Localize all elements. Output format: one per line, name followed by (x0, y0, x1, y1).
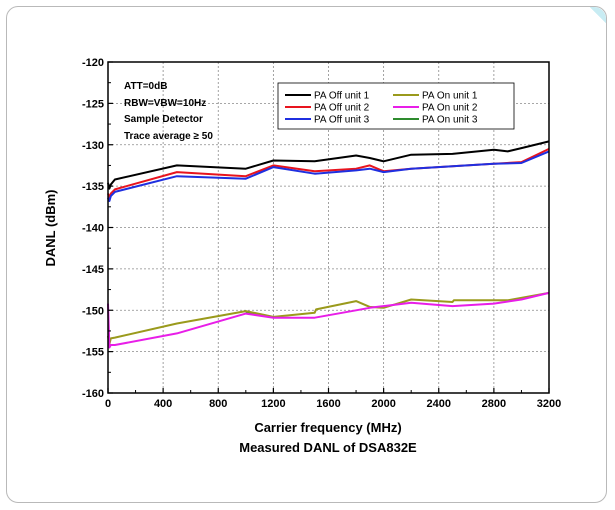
legend-label: PA Off unit 3 (314, 115, 370, 126)
legend-label: PA Off unit 1 (314, 91, 370, 102)
x-tick-label: 3200 (537, 398, 561, 410)
annotation-box: ATT=0dB RBW=VBW=10Hz Sample Detector Tra… (124, 81, 213, 142)
x-tick-label: 1200 (261, 398, 285, 410)
x-tick-label: 2400 (427, 398, 451, 410)
x-tick-label: 1600 (316, 398, 340, 410)
y-tick-label: -150 (82, 305, 104, 317)
x-tick-label: 800 (209, 398, 227, 410)
legend-label: PA Off unit 2 (314, 103, 370, 114)
x-tick-label: 400 (154, 398, 172, 410)
y-tick-label: -160 (82, 388, 104, 400)
x-tick-label: 0 (105, 398, 111, 410)
legend-label: PA On unit 1 (422, 91, 478, 102)
y-axis-label: DANL (dBm) (43, 189, 58, 266)
y-tick-label: -135 (82, 181, 104, 193)
x-tick-label: 2800 (482, 398, 506, 410)
y-tick-label: -145 (82, 264, 104, 276)
corner-decoration (590, 7, 606, 23)
chart-title: Measured DANL of DSA832E (239, 440, 417, 455)
series-line-pa-on-unit-2 (107, 291, 550, 349)
legend-label: PA On unit 2 (422, 103, 478, 114)
y-tick-label: -140 (82, 223, 104, 235)
axis-ticks: 0 400 800 1200 1600 2000 2400 2800 3200 -160 -155 -… (82, 57, 561, 410)
series-line-pa-off-unit-1 (107, 140, 550, 190)
annotation-line: ATT=0dB (124, 81, 167, 92)
y-tick-label: -120 (82, 57, 104, 69)
annotation-line: Trace average ≥ 50 (124, 131, 213, 142)
legend-label: PA On unit 3 (422, 115, 478, 126)
x-tick-label: 2000 (371, 398, 395, 410)
series-lines (107, 140, 550, 349)
x-axis-label: Carrier frequency (MHz) (254, 420, 401, 435)
series-line-pa-off-unit-3 (107, 150, 550, 202)
annotation-line: Sample Detector (124, 114, 203, 125)
grid-lines (108, 62, 549, 393)
y-tick-label: -130 (82, 140, 104, 152)
legend: PA Off unit 1 PA On unit 1PA Off unit 2 PA… (277, 82, 515, 130)
y-tick-label: -125 (82, 98, 104, 110)
y-tick-label: -155 (82, 347, 104, 359)
annotation-line: RBW=VBW=10Hz (124, 98, 206, 109)
series-line-pa-on-unit-1 (107, 291, 550, 346)
